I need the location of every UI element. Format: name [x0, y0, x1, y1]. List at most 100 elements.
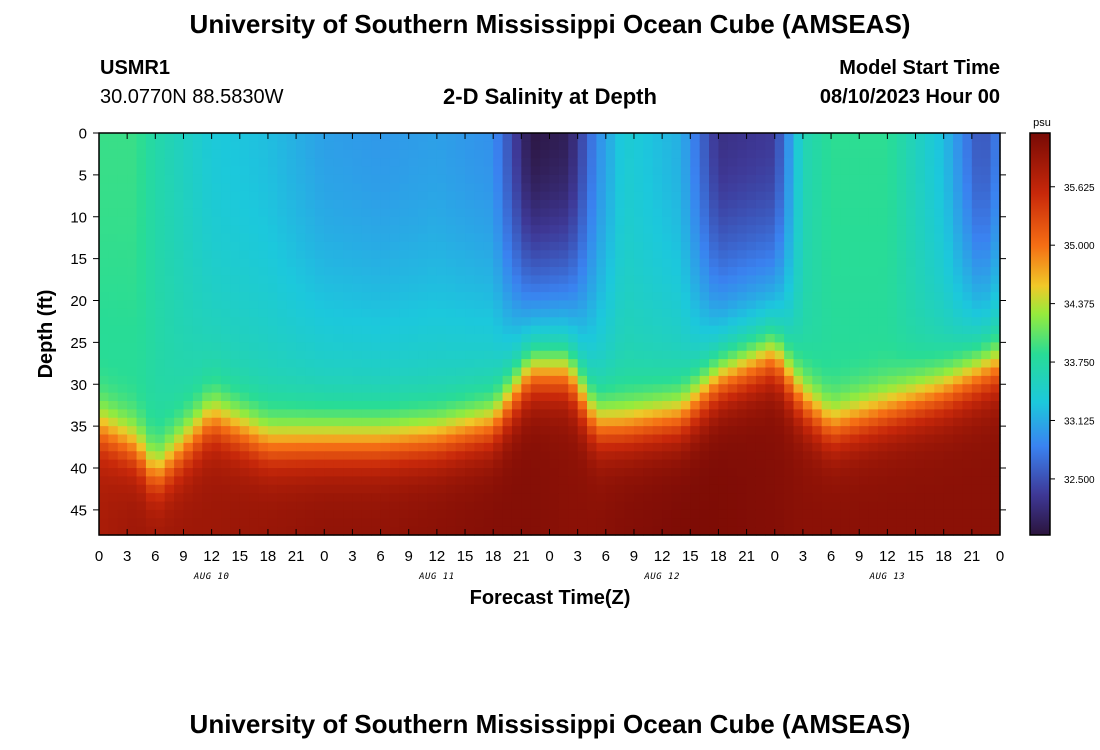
heatmap-cell [408, 409, 419, 419]
heatmap-cell [418, 258, 429, 268]
heatmap-cell [558, 166, 569, 176]
heatmap-cell [990, 342, 1001, 352]
heatmap-cell [164, 200, 175, 209]
heatmap-cell [934, 141, 945, 151]
heatmap-cell [990, 401, 1001, 410]
heatmap-cell [549, 325, 560, 335]
heatmap-cell [333, 434, 344, 444]
heatmap-cell [183, 149, 194, 159]
heatmap-cell [221, 292, 231, 302]
heatmap-cell [174, 166, 185, 176]
heatmap-cell [558, 317, 569, 327]
heatmap-cell [249, 359, 260, 369]
heatmap-cell [765, 526, 776, 536]
heatmap-cell [633, 342, 644, 352]
heatmap-cell [474, 158, 485, 168]
heatmap-cell [568, 258, 579, 268]
heatmap-cell [624, 518, 635, 528]
heatmap-cell [145, 375, 156, 385]
heatmap-cell [521, 208, 532, 218]
heatmap-cell [587, 476, 598, 486]
heatmap-cell [333, 417, 344, 427]
heatmap-cell [502, 325, 513, 335]
heatmap-cell [136, 283, 147, 293]
heatmap-cell [164, 526, 175, 536]
heatmap-cell [755, 225, 766, 235]
heatmap-cell [108, 275, 119, 285]
heatmap-cell [418, 501, 429, 511]
heatmap-cell [746, 409, 757, 419]
heatmap-cell [662, 325, 673, 335]
heatmap-cell [530, 292, 541, 302]
heatmap-cell [784, 359, 795, 369]
heatmap-cell [596, 149, 607, 159]
heatmap-cell [962, 484, 973, 494]
heatmap-cell [793, 526, 804, 536]
heatmap-cell [211, 233, 222, 243]
heatmap-cell [699, 350, 710, 360]
heatmap-cell [436, 493, 447, 503]
heatmap-cell [633, 133, 644, 142]
heatmap-cell [361, 409, 372, 419]
heatmap-cell [530, 367, 541, 377]
heatmap-cell [483, 283, 494, 293]
heatmap-cell [277, 317, 288, 327]
heatmap-cell [868, 384, 879, 394]
heatmap-cell [615, 216, 626, 226]
heatmap-cell [765, 133, 776, 142]
heatmap-cell [596, 241, 607, 251]
heatmap-cell [971, 392, 982, 402]
heatmap-cell [737, 442, 748, 452]
heatmap-cell [718, 275, 729, 285]
heatmap-cell [906, 350, 917, 360]
heatmap-cell [108, 434, 119, 444]
heatmap-cell [643, 426, 654, 436]
heatmap-cell [877, 417, 888, 427]
heatmap-cell [568, 526, 579, 536]
heatmap-cell [605, 375, 616, 385]
heatmap-cell [962, 158, 973, 168]
heatmap-cell [887, 484, 898, 494]
heatmap-cell [662, 375, 673, 385]
heatmap-cell [136, 300, 147, 310]
heatmap-cell [727, 200, 738, 209]
heatmap-cell [117, 174, 128, 184]
heatmap-cell [906, 317, 917, 327]
heatmap-cell [793, 334, 804, 343]
heatmap-cell [587, 459, 598, 469]
heatmap-cell [906, 434, 917, 444]
heatmap-cell [277, 250, 288, 260]
heatmap-cell [333, 518, 344, 528]
heatmap-cell [155, 384, 166, 394]
heatmap-cell [221, 518, 231, 528]
heatmap-cell [202, 359, 213, 369]
heatmap-cell [962, 417, 973, 427]
heatmap-cell [737, 191, 748, 201]
heatmap-cell [408, 401, 419, 410]
heatmap-cell [953, 334, 964, 343]
heatmap-cell [465, 141, 476, 151]
heatmap-cell [221, 174, 231, 184]
heatmap-cell [277, 233, 288, 243]
heatmap-cell [615, 250, 626, 260]
heatmap-cell [990, 468, 1001, 477]
heatmap-cell [953, 434, 964, 444]
heatmap-cell [934, 342, 945, 352]
heatmap-cell [483, 200, 494, 209]
heatmap-cell [296, 317, 307, 327]
heatmap-cell [183, 141, 194, 151]
heatmap-cell [971, 434, 982, 444]
heatmap-cell [953, 174, 964, 184]
heatmap-cell [446, 141, 457, 151]
heatmap-cell [249, 476, 260, 486]
heatmap-cell [812, 283, 823, 293]
heatmap-cell [446, 493, 457, 503]
heatmap-cell [202, 434, 213, 444]
heatmap-cell [774, 359, 785, 369]
heatmap-cell [877, 409, 888, 419]
heatmap-cell [389, 300, 400, 310]
heatmap-cell [568, 342, 579, 352]
heatmap-cell [465, 233, 476, 243]
heatmap-cell [643, 434, 654, 444]
heatmap-cell [361, 258, 372, 268]
